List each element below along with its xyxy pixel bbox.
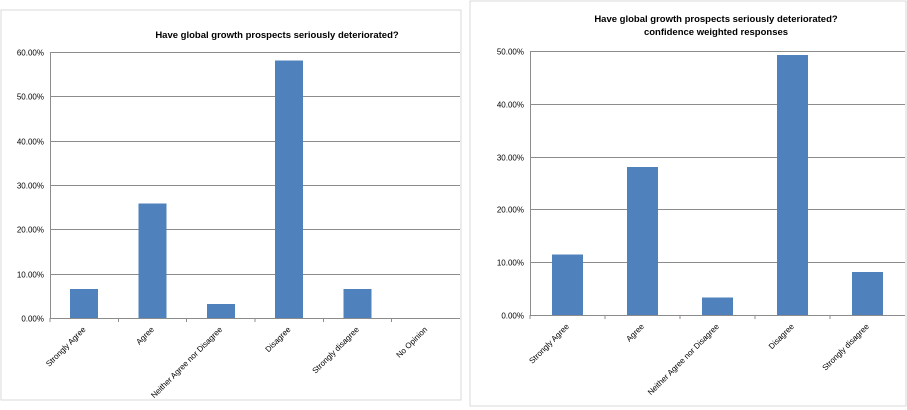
chart-left-y-tick-label: 50.00%	[17, 93, 44, 102]
chart-right-bar-strongly-agree	[552, 254, 583, 315]
chart-right-y-tick-label: 40.00%	[497, 101, 524, 110]
chart-right-y-tick-label: 30.00%	[497, 154, 524, 163]
chart-left-y-tick-label: 30.00%	[17, 182, 44, 191]
chart-left-bar-disagree	[275, 60, 304, 319]
chart-right-y-tick-label: 0.00%	[501, 312, 524, 321]
chart-left-bar-neither-agree-nor-disagree	[206, 303, 235, 318]
chart-left-y-tick-label: 20.00%	[17, 226, 44, 235]
chart-left-bar-strongly-agree	[70, 289, 99, 318]
chart-right-y-tick-label: 20.00%	[497, 206, 524, 215]
chart-left-bar-agree	[138, 203, 167, 318]
chart-right-subtitle: confidence weighted responses	[644, 27, 788, 38]
chart-left-title: Have global growth prospects seriously d…	[155, 30, 399, 41]
chart-left-bar-strongly-disagree	[343, 289, 372, 318]
chart-right-bar-strongly-disagree	[852, 272, 883, 315]
chart-right-y-tick-label: 10.00%	[497, 259, 524, 268]
chart-right-y-tick-label: 50.00%	[497, 48, 524, 57]
chart-left-y-tick-label: 60.00%	[17, 49, 44, 58]
chart-right-bar-neither-agree-nor-disagree	[702, 297, 733, 315]
chart-left-y-tick-label: 0.00%	[21, 315, 44, 324]
chart-right-bar-disagree	[777, 55, 808, 315]
chart-left: Have global growth prospects seriously d…	[0, 9, 462, 401]
chart-left-y-tick-label: 10.00%	[17, 271, 44, 280]
chart-right-frame	[469, 0, 907, 407]
chart-right-bar-agree	[627, 167, 658, 315]
chart-left-y-tick-label: 40.00%	[17, 138, 44, 147]
chart-right-title: Have global growth prospects seriously d…	[594, 14, 838, 25]
chart-right: Have global growth prospects seriously d…	[469, 0, 907, 407]
chart-left-frame	[0, 9, 462, 401]
